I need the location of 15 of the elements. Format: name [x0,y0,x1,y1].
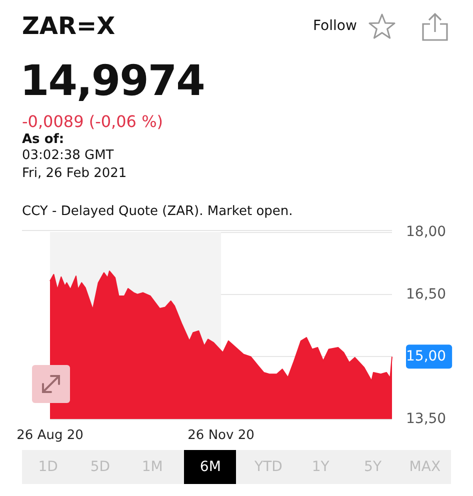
text: 03:02:38 GMT [22,148,114,163]
text: CCY - Delayed Quote (ZAR). Market open. [22,204,293,219]
chart-title: ZAR=X [22,12,116,40]
y-tick-label: 18,00 [406,224,446,240]
x-tick-label: 26 Nov 20 [188,428,254,443]
y-tick-label: 16,50 [406,286,446,302]
text: -0,0089 (-0,06 %) [22,112,164,131]
text: 6M [184,450,236,484]
text: Fri, 26 Feb 2021 [22,166,127,181]
text: As of: [22,132,64,147]
text: Follow [313,18,357,34]
x-tick-label: 26 Aug 20 [16,428,84,443]
chart-subtitle: 14,9974 [20,56,204,105]
y-tick-label: 13,50 [406,411,446,427]
y-tick-label: 15,00 [406,348,446,365]
